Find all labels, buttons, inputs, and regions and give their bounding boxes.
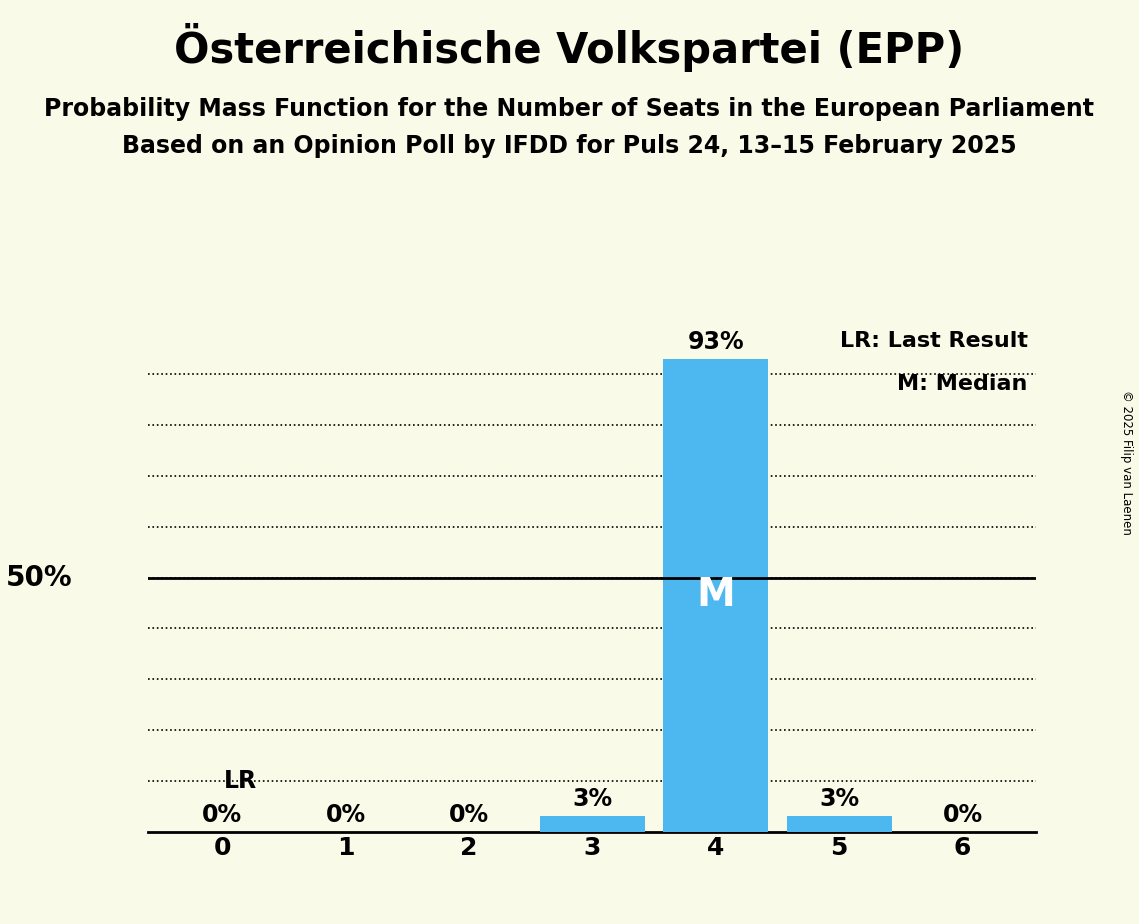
Text: 93%: 93% — [687, 330, 744, 354]
Text: LR: LR — [223, 770, 256, 794]
Text: 50%: 50% — [6, 564, 73, 591]
Text: 0%: 0% — [942, 803, 983, 826]
Text: LR: Last Result: LR: Last Result — [839, 331, 1027, 351]
Text: 0%: 0% — [449, 803, 489, 826]
Text: Based on an Opinion Poll by IFDD for Puls 24, 13–15 February 2025: Based on an Opinion Poll by IFDD for Pul… — [122, 134, 1017, 158]
Text: Probability Mass Function for the Number of Seats in the European Parliament: Probability Mass Function for the Number… — [44, 97, 1095, 121]
Text: 0%: 0% — [202, 803, 243, 826]
Text: M: Median: M: Median — [898, 374, 1027, 395]
Bar — [663, 359, 768, 832]
Text: 3%: 3% — [572, 787, 613, 811]
Text: 3%: 3% — [819, 787, 859, 811]
Text: © 2025 Filip van Laenen: © 2025 Filip van Laenen — [1121, 390, 1133, 534]
Bar — [787, 817, 892, 832]
Text: Österreichische Volkspartei (EPP): Österreichische Volkspartei (EPP) — [174, 23, 965, 72]
Text: 0%: 0% — [326, 803, 366, 826]
Bar — [540, 817, 645, 832]
Text: M: M — [696, 577, 735, 614]
